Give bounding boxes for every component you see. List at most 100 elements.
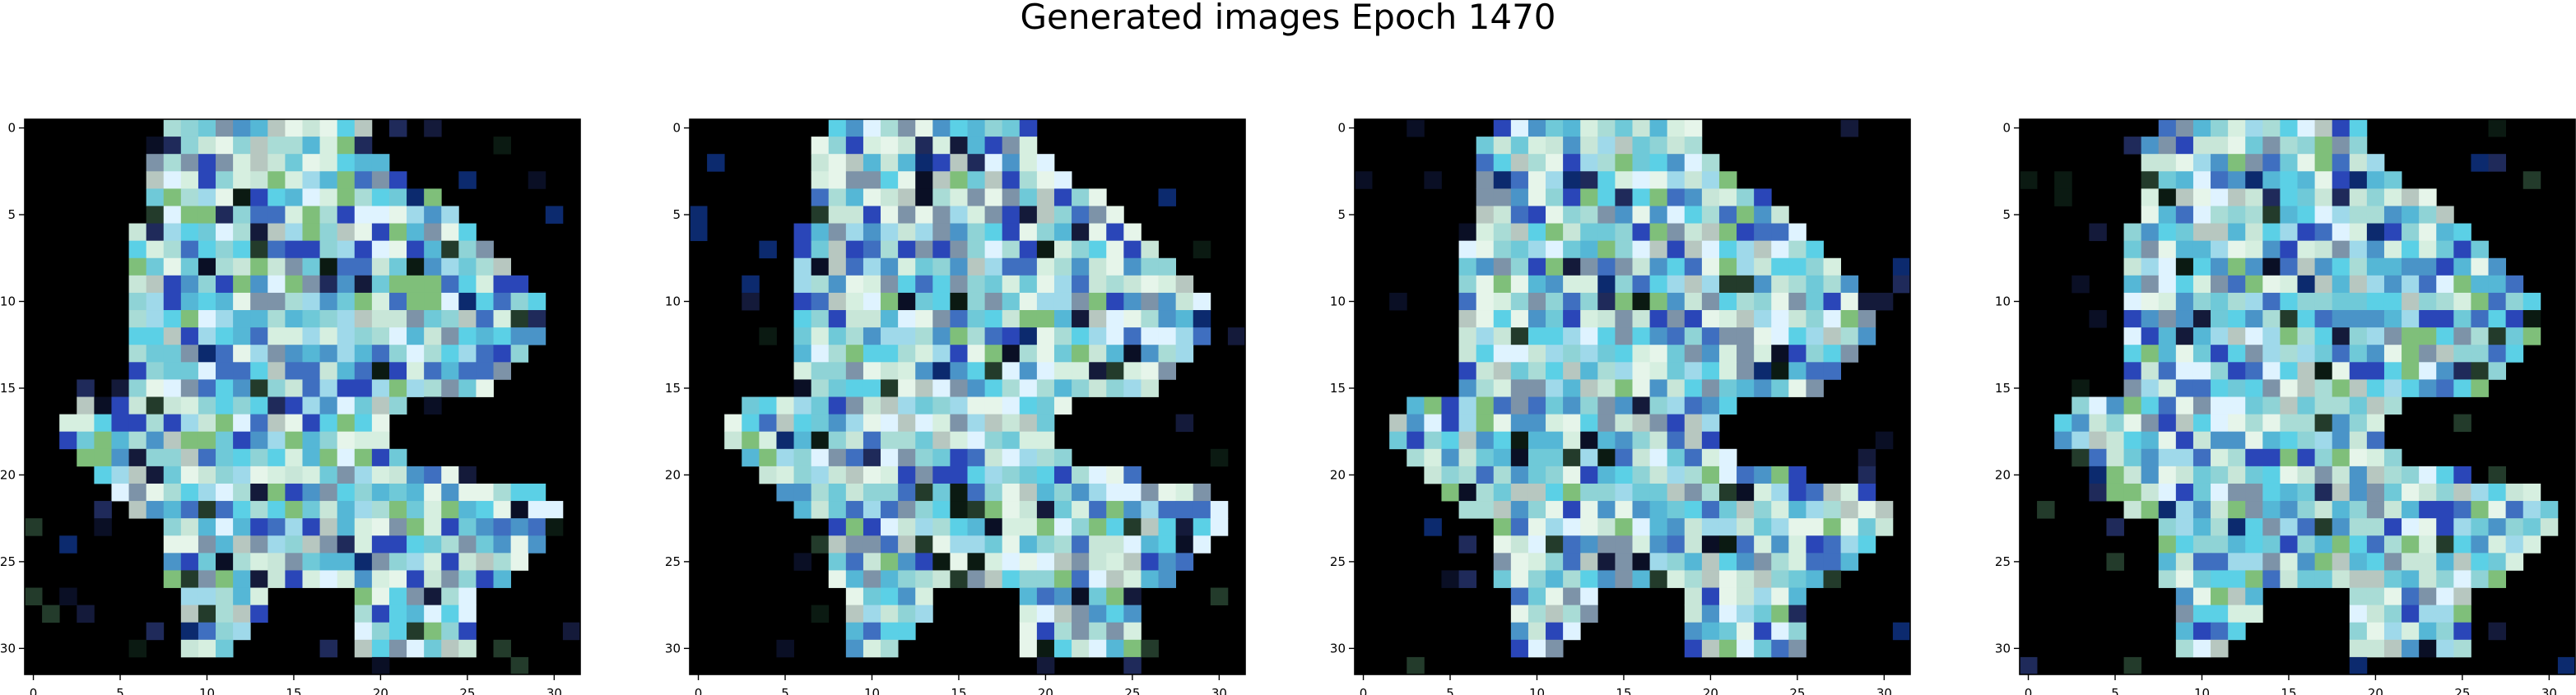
y-tick-label: 20: [1330, 467, 1346, 482]
image-pixel: [388, 379, 407, 397]
image-pixel: [2471, 518, 2489, 536]
image-pixel: [1089, 466, 1107, 484]
image-pixel: [1701, 518, 1720, 536]
image-pixel: [2383, 396, 2402, 415]
image-pixel: [932, 188, 951, 206]
image-pixel: [932, 327, 951, 345]
image-pixel: [319, 292, 338, 311]
image-pixel: [1615, 501, 1633, 519]
image-pixel: [1106, 639, 1124, 658]
image-pixel: [2158, 137, 2177, 155]
image-pixel: [163, 431, 182, 450]
image-pixel: [285, 292, 303, 311]
image-pixel: [476, 292, 494, 311]
image-pixel: [2245, 327, 2263, 345]
image-pixel: [898, 414, 916, 433]
image-pixel: [1089, 535, 1107, 554]
image-pixel: [424, 518, 442, 536]
image-pixel: [2453, 570, 2471, 588]
image-pixel: [1737, 639, 1755, 658]
image-pixel: [1019, 414, 1038, 433]
image-pixel: [146, 431, 165, 450]
y-tick-label: 5: [672, 207, 681, 222]
image-pixel: [1424, 414, 1442, 433]
image-pixel: [2175, 292, 2194, 311]
image-pixel: [441, 345, 459, 363]
image-pixel: [2245, 119, 2263, 137]
image-pixel: [2262, 240, 2281, 259]
image-pixel: [2349, 154, 2368, 172]
image-pixel: [881, 379, 899, 397]
image-pixel: [2192, 223, 2211, 242]
image-pixel: [2402, 553, 2420, 571]
image-pixel: [1718, 553, 1737, 571]
image-pixel: [967, 223, 985, 242]
image-pixel: [2071, 431, 2090, 450]
image-pixel: [1036, 275, 1055, 294]
image-pixel: [2141, 240, 2160, 259]
image-pixel: [1441, 570, 1459, 588]
image-pixel: [1175, 292, 1194, 311]
image-pixel: [845, 240, 864, 259]
image-pixel: [493, 257, 512, 276]
image-pixel: [510, 310, 529, 328]
image-pixel: [1036, 292, 1055, 311]
image-pixel: [1527, 292, 1546, 311]
image-pixel: [1615, 310, 1633, 328]
image-pixel: [1175, 535, 1194, 554]
image-pixel: [493, 570, 512, 588]
image-pixel: [216, 223, 234, 242]
y-tick-label: 15: [665, 381, 681, 396]
image-pixel: [828, 292, 847, 311]
image-pixel: [180, 466, 199, 484]
image-pixel: [77, 379, 95, 397]
image-pixel: [1597, 431, 1616, 450]
image-pixel: [1019, 570, 1038, 588]
image-pixel: [2175, 206, 2194, 224]
image-pixel: [1737, 188, 1755, 206]
image-pixel: [950, 518, 968, 536]
image-pixel: [2488, 345, 2507, 363]
image-pixel: [510, 518, 529, 536]
image-pixel: [1563, 535, 1581, 554]
image-pixel: [302, 275, 320, 294]
image-pixel: [1580, 501, 1598, 519]
image-pixel: [180, 327, 199, 345]
image-pixel: [1002, 327, 1021, 345]
image-pixel: [1788, 587, 1806, 606]
image-pixel: [2471, 501, 2489, 519]
image-pixel: [1667, 345, 1686, 363]
image-pixel: [1527, 310, 1546, 328]
image-pixel: [2262, 518, 2281, 536]
image-pixel: [2262, 448, 2281, 467]
image-pixel: [2366, 501, 2385, 519]
image-pixel: [1615, 327, 1633, 345]
image-pixel: [2141, 327, 2160, 345]
image-pixel: [354, 483, 373, 502]
image-pixel: [180, 119, 199, 137]
image-pixel: [1458, 310, 1477, 328]
image-pixel: [407, 518, 425, 536]
image-pixel: [1476, 448, 1495, 467]
image-pixel: [371, 501, 390, 519]
image-pixel: [1649, 223, 1668, 242]
image-pixel: [1580, 119, 1598, 137]
image-pixel: [2280, 257, 2298, 276]
image-pixel: [493, 501, 512, 519]
image-pixel: [458, 362, 477, 380]
image-pixel: [250, 292, 268, 311]
image-pixel: [146, 414, 165, 433]
image-pixel: [1615, 570, 1633, 588]
image-pixel: [1546, 587, 1564, 606]
image-pixel: [267, 518, 286, 536]
image-pixel: [2211, 587, 2229, 606]
image-pixel: [2419, 466, 2437, 484]
image-pixel: [1072, 327, 1090, 345]
image-pixel: [2314, 518, 2333, 536]
image-pixel: [1840, 275, 1859, 294]
image-pixel: [1158, 310, 1177, 328]
image-pixel: [1754, 379, 1772, 397]
image-pixel: [2297, 535, 2315, 554]
image-pixel: [724, 431, 742, 450]
image-pixel: [371, 605, 390, 623]
